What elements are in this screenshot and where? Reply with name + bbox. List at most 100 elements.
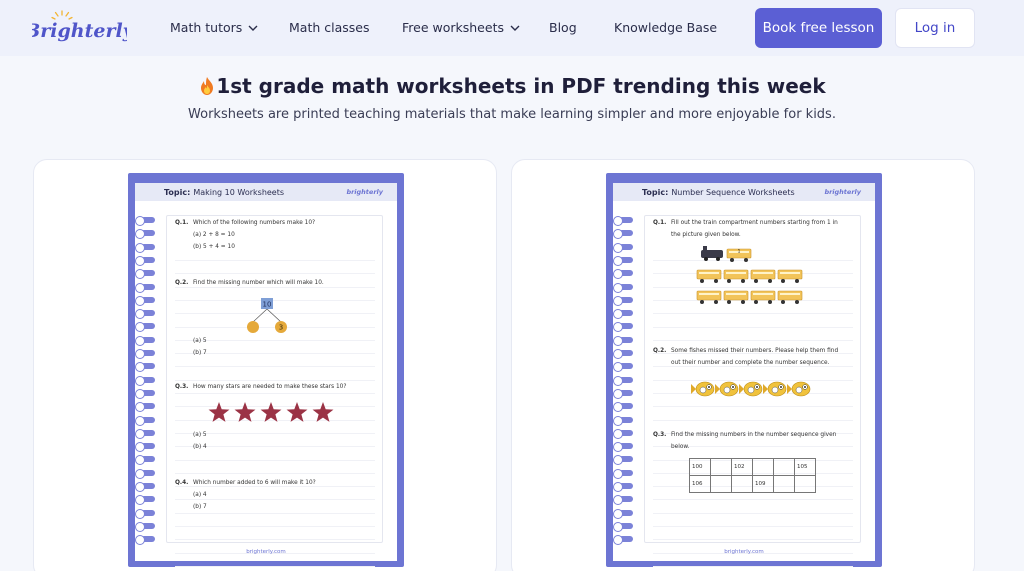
binder-ring — [613, 482, 633, 492]
nav-label: Free worksheets — [402, 20, 504, 35]
binder-ring — [613, 402, 633, 413]
binder-ring — [613, 508, 633, 519]
stars-illustration — [208, 402, 334, 422]
nav-knowledge-base[interactable]: Knowledge Base — [614, 20, 717, 35]
ruled-line — [175, 446, 375, 448]
worksheet-brand: brighterly — [824, 188, 861, 196]
worksheet-footer: brighterly.com — [246, 549, 286, 555]
binder-ring — [613, 535, 633, 546]
sequence-cell: 109 — [752, 475, 774, 493]
ruled-line — [653, 565, 853, 567]
nav-blog[interactable]: Blog — [549, 20, 577, 35]
binder-ring — [135, 508, 155, 519]
bond-top-number: 10 — [263, 301, 272, 309]
ruled-line — [653, 366, 853, 368]
svg-text:Brighterly: Brighterly — [32, 20, 127, 42]
answer-option: (a) 5 — [193, 338, 207, 344]
answer-option: (b) 4 — [193, 444, 207, 450]
ruled-line — [653, 286, 853, 288]
binder-ring — [613, 282, 633, 293]
ruled-line — [175, 299, 375, 301]
sequence-cell — [731, 475, 753, 493]
ruled-line — [653, 379, 853, 381]
login-button[interactable]: Log in — [895, 8, 975, 48]
ruled-line — [653, 326, 853, 328]
binder-ring — [613, 349, 633, 359]
number-bond-diagram: 10 3 — [247, 298, 287, 333]
ruled-line — [653, 446, 853, 448]
worksheet-card-number-sequence[interactable]: Topic: Number Sequence Worksheets bright… — [511, 159, 975, 571]
fish-shape — [715, 381, 739, 397]
binder-ring — [135, 255, 155, 266]
ruled-line — [175, 486, 375, 488]
star-shape — [208, 402, 230, 422]
answer-option: (a) 2 + 8 = 10 — [193, 232, 235, 238]
question-1: Q.1. Which of the following numbers make … — [175, 220, 316, 226]
worksheet-content: Q.1. Fill out the train compartment numbe… — [644, 215, 861, 567]
star-shape — [286, 402, 308, 422]
ruled-line — [175, 286, 375, 288]
nav-free-worksheets[interactable]: Free worksheets — [402, 20, 520, 35]
question-text-continued: the picture given below. — [671, 232, 741, 238]
worksheet-card-making-10[interactable]: Topic: Making 10 Worksheets brighterly Q… — [33, 159, 497, 571]
fish-shape — [739, 381, 763, 397]
ruled-line — [653, 313, 853, 315]
ruled-line — [653, 419, 853, 421]
train-carriage — [723, 269, 749, 283]
ruled-line — [653, 499, 853, 501]
worksheet-topic: Making 10 Worksheets — [193, 187, 285, 197]
ruled-line — [175, 353, 375, 355]
binder-ring — [613, 269, 633, 280]
ruled-line — [653, 512, 853, 514]
book-free-lesson-button[interactable]: Book free lesson — [755, 8, 882, 48]
train-illustration: 1 — [696, 246, 803, 304]
logo-graphic: Brighterly — [23, 10, 136, 42]
binder-ring — [135, 295, 155, 306]
binder-ring — [135, 269, 155, 280]
train-carriage — [696, 290, 722, 304]
binder-ring — [135, 535, 155, 546]
binder-ring — [613, 295, 633, 306]
sequence-cell — [710, 475, 732, 493]
brighterly-logo[interactable]: Brighterly — [23, 10, 136, 46]
worksheet-header: Topic: Number Sequence Worksheets bright… — [613, 183, 875, 201]
train-carriage — [750, 269, 776, 283]
worksheet-preview[interactable]: Topic: Making 10 Worksheets brighterly Q… — [128, 173, 404, 567]
worksheet-header: Topic: Making 10 Worksheets brighterly — [135, 183, 397, 201]
binder-ring — [135, 442, 155, 453]
answer-option: (a) 4 — [193, 492, 207, 498]
binder-ring — [613, 229, 633, 240]
binder-ring — [135, 242, 155, 253]
page-title: 1st grade math worksheets in PDF trendin… — [0, 74, 1024, 98]
nav-math-classes[interactable]: Math classes — [289, 20, 369, 35]
binder-ring — [135, 428, 155, 439]
binder-ring — [135, 482, 155, 492]
worksheet-page: Topic: Number Sequence Worksheets bright… — [613, 183, 875, 567]
binder-ring — [613, 216, 633, 226]
star-shape — [260, 402, 282, 422]
fish-shape — [763, 381, 787, 397]
ruled-line — [175, 512, 375, 514]
binder-ring — [135, 415, 155, 426]
train-carriage — [696, 269, 722, 283]
worksheet-content: Q.1. Which of the following numbers make … — [166, 215, 383, 567]
ruled-line — [175, 366, 375, 368]
worksheet-preview[interactable]: Topic: Number Sequence Worksheets bright… — [606, 173, 882, 567]
binder-ring — [135, 216, 155, 226]
chevron-down-icon — [510, 25, 520, 31]
answer-option: (b) 7 — [193, 350, 207, 356]
nav-math-tutors[interactable]: Math tutors — [170, 20, 258, 35]
topic-prefix: Topic: — [642, 187, 669, 197]
binder-ring — [613, 255, 633, 266]
answer-option: (a) 5 — [193, 432, 207, 438]
ruled-line — [653, 406, 853, 408]
binder-ring — [135, 388, 155, 399]
train-carriage — [777, 290, 803, 304]
worksheet-brand: brighterly — [346, 188, 383, 196]
binder-ring — [613, 242, 633, 253]
question-text-continued: out their number and complete the number… — [671, 360, 830, 366]
binder-ring — [613, 415, 633, 426]
ruled-line — [175, 313, 375, 315]
train-carriage — [777, 269, 803, 283]
binder-ring — [613, 442, 633, 453]
